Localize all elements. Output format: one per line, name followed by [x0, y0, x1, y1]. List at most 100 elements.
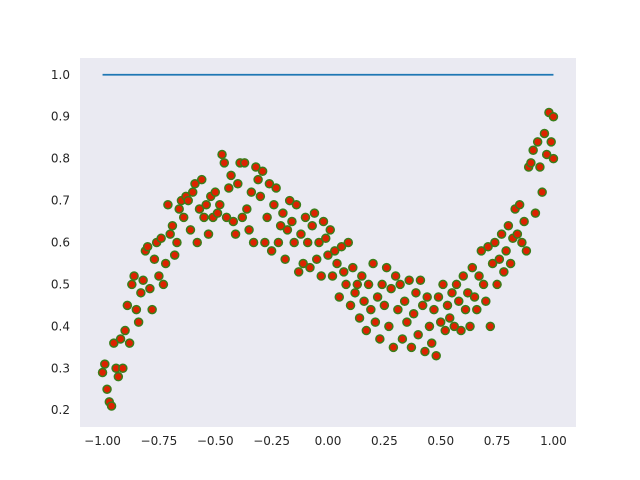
scatter-point — [124, 338, 135, 348]
x-tick-label: 0.50 — [427, 434, 454, 448]
x-tick-label: −0.25 — [253, 434, 290, 448]
scatter-point — [190, 179, 200, 189]
scatter-point — [97, 367, 108, 378]
scatter-point — [115, 334, 126, 344]
scatter-point — [327, 271, 338, 281]
scatter-point — [492, 279, 502, 290]
y-tick-label: 0.2 — [51, 403, 70, 417]
scatter-point — [501, 246, 511, 256]
scatter-point — [368, 258, 378, 269]
scatter-point — [496, 229, 507, 239]
scatter-point — [156, 233, 166, 244]
scatter-point — [499, 267, 509, 277]
scatter-point — [451, 279, 462, 290]
scatter-point — [201, 200, 212, 210]
scatter-point — [293, 267, 304, 277]
scatter-point — [178, 212, 189, 223]
scatter-point — [381, 262, 392, 273]
scatter-point — [100, 359, 110, 369]
x-tick-label: −1.00 — [84, 434, 121, 448]
scatter-point — [424, 321, 435, 332]
scatter-point — [239, 158, 250, 168]
scatter-point — [463, 288, 473, 298]
x-tick-label: −0.50 — [197, 434, 234, 448]
scatter-point — [537, 187, 547, 197]
scatter-point — [402, 317, 412, 327]
scatter-point — [260, 237, 270, 248]
scatter-point — [160, 258, 171, 269]
scatter-point — [388, 342, 399, 353]
scatter-point — [354, 313, 365, 323]
y-tick-label: 1.0 — [51, 68, 70, 82]
scatter-point — [366, 304, 376, 315]
scatter-point — [503, 220, 514, 231]
scatter-point — [316, 271, 326, 281]
scatter-point — [417, 300, 428, 311]
scatter-point — [242, 204, 252, 214]
y-tick-label: 0.8 — [51, 152, 70, 166]
scatter-point — [379, 300, 390, 311]
scatter-point — [287, 216, 297, 227]
scatter-point — [307, 220, 317, 231]
scatter-point — [210, 187, 221, 197]
y-tick-label: 0.3 — [51, 361, 70, 375]
scatter-point — [221, 212, 232, 223]
y-tick-label: 0.9 — [51, 110, 70, 124]
scatter-point — [212, 208, 223, 218]
scatter-point — [336, 241, 347, 252]
scatter-point — [350, 288, 360, 298]
scatter-point — [255, 191, 266, 202]
scatter-point — [539, 128, 550, 139]
scatter-point — [535, 162, 545, 172]
scatter-point — [370, 317, 381, 327]
scatter-point — [444, 313, 455, 323]
scatter-point — [280, 254, 290, 265]
scatter-point — [215, 200, 225, 210]
scatter-point — [341, 279, 351, 290]
scatter-point — [526, 158, 536, 168]
scatter-point — [138, 275, 148, 285]
scatter-point — [334, 292, 345, 302]
scatter-point — [339, 267, 349, 277]
scatter-point — [372, 292, 383, 302]
scatter-point — [291, 200, 302, 210]
scatter-point — [435, 317, 446, 327]
scatter-point — [203, 229, 214, 239]
scatter-point — [395, 279, 405, 290]
scatter-point — [521, 246, 532, 256]
x-tick-label: 0.00 — [315, 434, 342, 448]
scatter-point — [530, 208, 541, 218]
scatter-point — [314, 237, 324, 248]
scatter-point — [474, 271, 484, 281]
scatter-point — [296, 229, 306, 239]
scatter-point — [257, 166, 268, 176]
scatter-point — [289, 237, 299, 248]
scatter-point — [167, 220, 178, 231]
scatter-point — [442, 300, 453, 311]
scatter-points — [97, 107, 559, 411]
y-tick-label: 0.6 — [51, 236, 70, 250]
scatter-point — [440, 325, 450, 336]
scatter-point — [109, 338, 119, 348]
scatter-point — [273, 237, 284, 248]
scatter-point — [485, 321, 496, 332]
scatter-point — [397, 334, 408, 344]
scatter-point — [185, 225, 196, 235]
scatter-point — [120, 325, 130, 336]
scatter-point — [127, 279, 137, 290]
scatter-point — [438, 279, 448, 290]
scatter-point — [271, 183, 281, 193]
scatter-point — [145, 283, 155, 294]
scatter-point — [546, 137, 556, 147]
scatter-point — [323, 250, 333, 260]
scatter-point — [447, 288, 457, 298]
scatter-point — [481, 296, 491, 306]
scatter-point — [519, 216, 529, 227]
scatter-point — [187, 187, 198, 197]
scatter-point — [228, 216, 239, 227]
scatter-point — [494, 254, 505, 265]
scatter-point — [219, 158, 230, 168]
scatter-point — [541, 149, 552, 160]
scatter-point — [237, 212, 248, 223]
scatter-point — [230, 229, 241, 239]
